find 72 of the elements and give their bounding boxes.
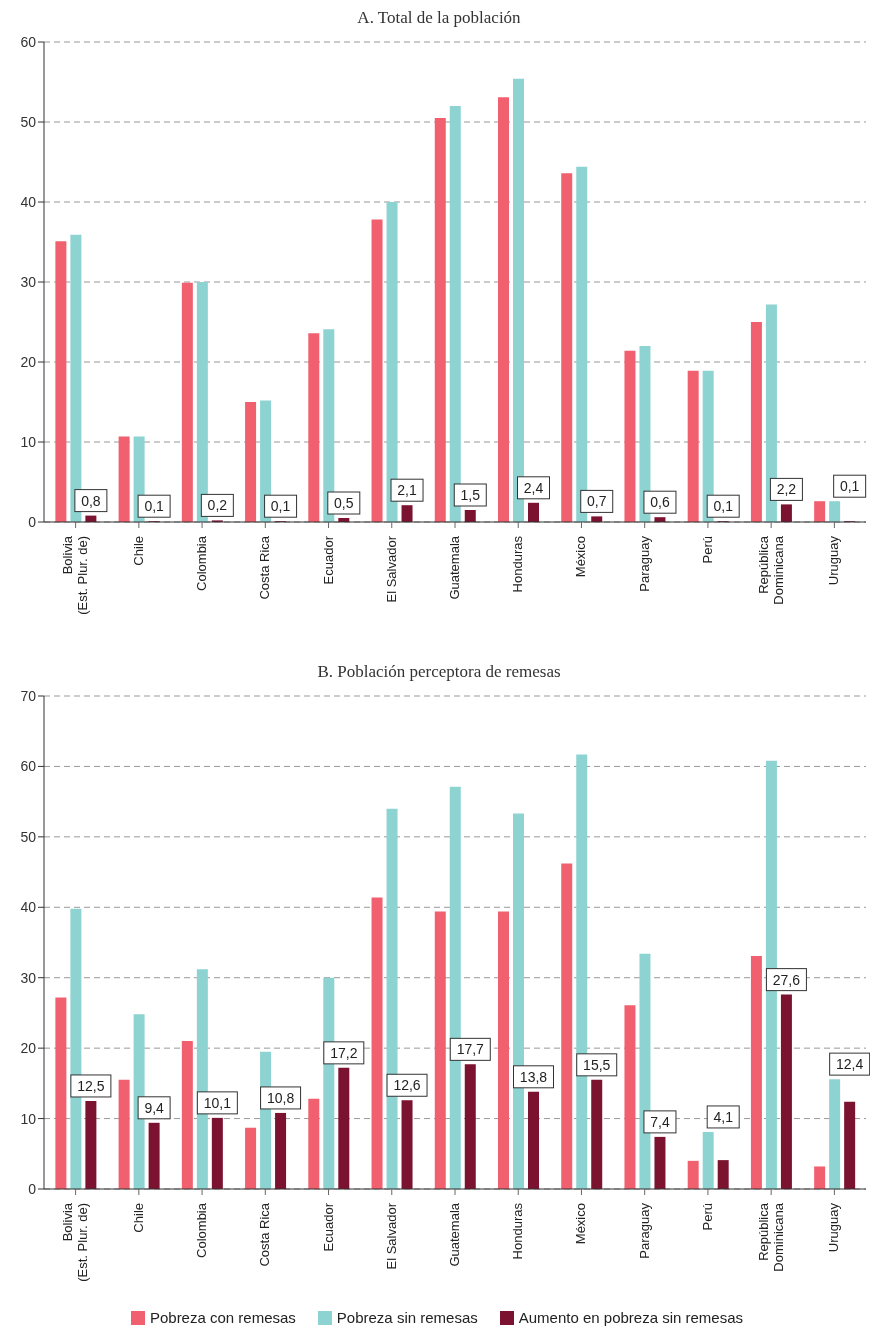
data-label: 13,8	[519, 1068, 548, 1085]
x-tick-label: Bolivia (Est. Plur. de)	[60, 1202, 91, 1282]
y-tick-label: 30	[20, 273, 37, 290]
x-tick-label: Guatemala	[447, 535, 462, 600]
data-label: 4,1	[713, 1108, 734, 1125]
data-label: 2,2	[776, 481, 797, 498]
x-tick-label: República Dominicana	[755, 535, 786, 605]
x-tick-label: Chile	[130, 1203, 146, 1233]
data-label: 9,4	[144, 1099, 165, 1116]
x-tick-label: República Dominicana	[755, 1202, 786, 1272]
y-tick-label: 10	[20, 1110, 37, 1127]
y-tick-label: 70	[20, 687, 37, 704]
chart-title: B. Población perceptora de remesas	[316, 662, 562, 682]
legend-label: Pobreza sin remesas	[335, 1309, 478, 1326]
data-label: 12,6	[393, 1077, 421, 1094]
x-tick-label: México	[573, 536, 589, 578]
chart-title: A. Total de la población	[356, 8, 522, 28]
y-tick-label: 30	[20, 969, 37, 986]
y-tick-label: 40	[20, 899, 37, 916]
data-label: 2,1	[397, 482, 417, 499]
y-tick-label: 0	[28, 1180, 37, 1197]
x-tick-label: Colombia	[194, 535, 210, 591]
y-tick-label: 20	[20, 1040, 37, 1057]
x-tick-label: Honduras	[510, 1202, 526, 1260]
x-tick-label: Perú	[699, 1203, 715, 1231]
x-tick-label: Uruguay	[826, 535, 842, 586]
data-label: 27,6	[772, 971, 801, 988]
data-label: 17,7	[456, 1041, 485, 1058]
data-label: 0,1	[713, 498, 734, 515]
x-tick-label: El Salvador	[383, 1202, 399, 1270]
x-tick-label: México	[573, 1203, 589, 1245]
x-tick-label: Perú	[699, 536, 715, 564]
y-tick-label: 10	[20, 433, 37, 450]
data-label: 10,1	[203, 1094, 232, 1111]
data-label: 10,8	[266, 1089, 295, 1106]
x-tick-label: Guatemala	[447, 1202, 462, 1267]
x-tick-label: Ecuador	[320, 535, 336, 585]
x-tick-label: Bolivia (Est. Plur. de)	[60, 535, 91, 615]
legend-label: Pobreza con remesas	[148, 1309, 296, 1326]
data-label: 12,4	[836, 1056, 864, 1073]
data-label: 7,4	[650, 1113, 670, 1130]
y-tick-label: 0	[28, 513, 37, 530]
x-tick-label: Ecuador	[320, 1202, 336, 1252]
x-tick-label: Costa Rica	[257, 535, 273, 600]
data-label: 1,5	[460, 487, 481, 503]
y-tick-label: 60	[20, 33, 37, 50]
x-tick-label: Chile	[130, 536, 146, 566]
data-label: 0,6	[650, 494, 670, 511]
y-tick-label: 50	[20, 828, 37, 845]
x-tick-label: Uruguay	[826, 1202, 842, 1253]
x-tick-label: Paraguay	[636, 535, 652, 592]
data-label: 0,1	[839, 478, 860, 495]
y-tick-label: 60	[20, 758, 37, 775]
x-tick-label: Honduras	[510, 535, 526, 593]
data-label: 0,7	[586, 493, 607, 510]
x-tick-label: Colombia	[194, 1202, 210, 1258]
data-label: 0,1	[270, 498, 291, 515]
x-tick-label: El Salvador	[383, 535, 399, 603]
data-label: 0,8	[81, 492, 101, 509]
y-tick-label: 50	[20, 113, 37, 130]
y-tick-label: 40	[20, 193, 37, 210]
data-label: 17,2	[330, 1044, 358, 1061]
data-label: 0,2	[207, 497, 228, 514]
data-label: 12,5	[77, 1077, 105, 1094]
legend-label: Aumento en pobreza sin remesas	[517, 1309, 744, 1326]
data-label: 2,4	[523, 479, 544, 496]
data-label: 0,5	[334, 495, 354, 511]
data-label: 15,5	[583, 1056, 611, 1073]
x-tick-label: Costa Rica	[257, 1202, 273, 1267]
data-label: 0,1	[144, 498, 165, 515]
x-tick-label: Paraguay	[636, 1202, 652, 1259]
y-tick-label: 20	[20, 353, 37, 370]
